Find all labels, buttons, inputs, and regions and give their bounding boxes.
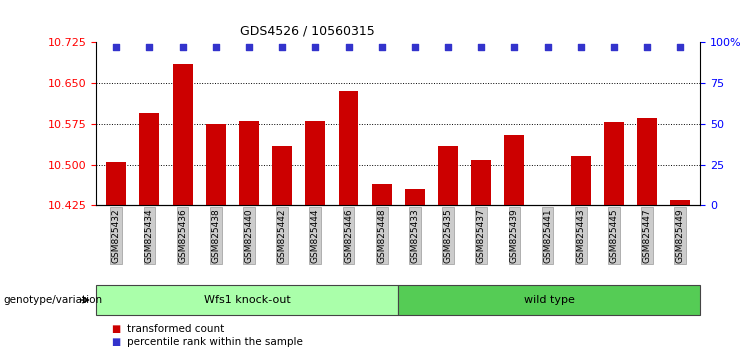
Point — [176, 45, 188, 50]
Text: ■: ■ — [111, 324, 120, 334]
Text: ■: ■ — [111, 337, 120, 347]
Point — [110, 45, 122, 50]
Point — [243, 45, 255, 50]
Bar — [405, 189, 425, 205]
Point — [608, 45, 620, 50]
Bar — [571, 156, 591, 205]
Point — [276, 45, 288, 50]
Bar — [139, 113, 159, 205]
Point — [144, 45, 156, 50]
FancyBboxPatch shape — [96, 285, 399, 315]
Bar — [604, 122, 624, 205]
Point — [508, 45, 520, 50]
Bar — [339, 91, 359, 205]
Point — [542, 45, 554, 50]
Text: Wfs1 knock-out: Wfs1 knock-out — [204, 295, 290, 305]
Bar — [438, 145, 458, 205]
Point — [210, 45, 222, 50]
Point — [342, 45, 354, 50]
Text: GDS4526 / 10560315: GDS4526 / 10560315 — [240, 25, 375, 38]
Bar — [637, 119, 657, 205]
Point — [310, 45, 322, 50]
Point — [409, 45, 421, 50]
Bar — [272, 145, 292, 205]
Bar — [239, 121, 259, 205]
Text: wild type: wild type — [524, 295, 575, 305]
Bar — [173, 64, 193, 205]
Bar — [372, 184, 392, 205]
Point — [674, 45, 686, 50]
Text: genotype/variation: genotype/variation — [4, 295, 103, 305]
Point — [442, 45, 454, 50]
Point — [575, 45, 587, 50]
Bar — [505, 135, 525, 205]
Point — [641, 45, 653, 50]
FancyBboxPatch shape — [399, 285, 700, 315]
Bar — [471, 160, 491, 205]
Bar — [305, 121, 325, 205]
Text: percentile rank within the sample: percentile rank within the sample — [127, 337, 303, 347]
Bar — [106, 162, 126, 205]
Bar — [671, 200, 691, 205]
Text: transformed count: transformed count — [127, 324, 225, 334]
Point — [376, 45, 388, 50]
Point — [475, 45, 487, 50]
Bar — [206, 124, 226, 205]
